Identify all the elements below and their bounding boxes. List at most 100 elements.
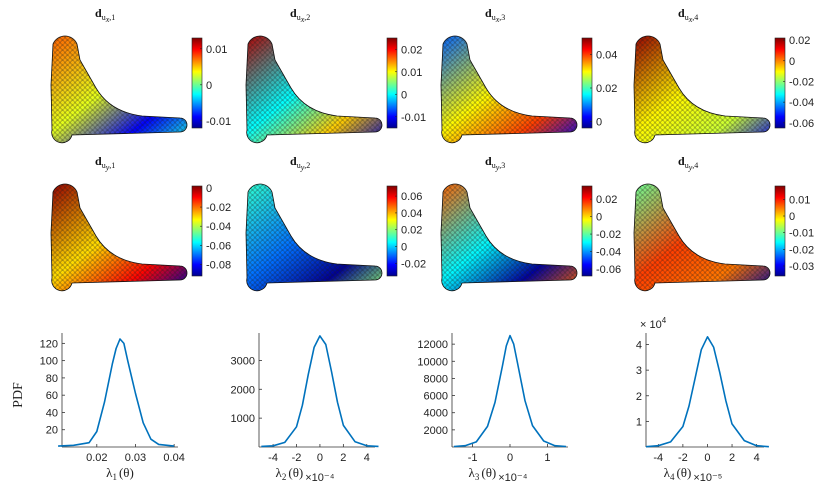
pdf-panel-pdf_lambda_1: 0.02 0.03 0.04 20 40 60 80 100 120 λ1 (θ) [40,333,185,482]
y-tick-label: 8000 [424,373,448,385]
colorbar-tick-label: 0.01 [206,44,227,56]
x-tick-label: 0 [317,452,323,464]
y-tick-label: 10000 [417,356,448,368]
y-tick-label: 2 [636,391,642,403]
x-tick-label: 4 [364,452,370,464]
colorbar-tick-label: -0.03 [789,261,814,273]
pdf-curve [453,334,567,448]
colorbar-tick-label: 0 [206,80,212,92]
pdf-panel-pdf_lambda_4: -4 -2 0 2 4 1 2 3 4 λ4 (θ) ×10⁻⁵ × 104 [636,316,769,484]
colorbar-tick-label: 0 [401,89,407,101]
colorbar-tick-label: 0.02 [596,194,617,206]
pdf-curve [261,335,379,448]
colorbar-tick-label: 0.02 [401,44,422,56]
field-panel-d_uy_2: duy,2 0.06 0.04 0.02 0 -0.02 [245,154,426,292]
y-tick-label: 1000 [231,413,255,425]
y-tick-label: 1 [636,416,642,428]
colorbar-tick-label: -0.08 [206,260,231,272]
colorbar-tick-label: -0.02 [596,229,621,241]
panel-title: dux,1 [95,6,115,24]
x-tick-label: 0.02 [86,452,107,464]
y-tick-label: 80 [46,373,58,385]
mesh-overlay [634,36,770,143]
colorbar-tick-label: 0.04 [596,50,617,62]
x-tick-label: 1 [544,452,550,464]
colorbar [191,185,203,277]
panel-title: duy,4 [678,154,698,172]
pdf-axis-ylabel: PDF [11,382,26,408]
colorbar-tick-label: -0.01 [206,116,231,128]
y-tick-label: 3 [636,365,642,377]
y-tick-label: 120 [40,338,58,350]
colorbar-tick-label: -0.02 [401,258,426,270]
pdf-curve [645,335,769,448]
colorbar-tick-label: -0.01 [401,112,426,124]
mesh-overlay [246,35,382,143]
colorbar-tick-label: -0.02 [789,76,814,88]
y-tick-label: 2000 [231,384,255,396]
colorbar-tick-label: -0.02 [789,244,814,256]
colorbar-tick-label: -0.06 [206,240,231,252]
colorbar-tick-label: -0.01 [789,228,814,240]
mesh-overlay [634,184,770,291]
colorbar-tick-label: -0.04 [596,247,621,259]
panel-title: duy,1 [95,154,115,172]
displacement-fields: dux,1 0.01 0 -0.01 dux,2 0.02 0.01 0 -0.01 dux,3 0… [50,6,814,292]
y-tick-label: 4 [636,340,642,352]
colorbar [191,37,203,129]
panel-title: dux,2 [290,6,310,24]
panel-title: duy,3 [485,154,505,172]
panel-title: dux,3 [485,6,505,24]
colorbar-tick-label: 0.02 [789,35,810,47]
x-tick-label: 4 [754,452,760,464]
pdf-panel-pdf_lambda_2: -4 -2 0 2 4 1000 2000 3000 λ2 (θ) ×10⁻⁴ [231,333,379,484]
y-tick-label: 2000 [424,425,448,437]
colorbar-tick-label: 0.01 [789,194,810,206]
x-tick-label: -2 [678,452,688,464]
y-exponent-label: × 104 [640,316,667,331]
colorbar-tick-label: 0.04 [401,208,422,220]
y-tick-label: 6000 [424,391,448,403]
field-panel-d_ux_2: dux,2 0.02 0.01 0 -0.01 [245,6,426,144]
x-tick-label: -2 [292,452,302,464]
colorbar-tick-label: 0 [596,212,602,224]
panel-title: dux,4 [678,6,698,24]
x-tick-label: 0 [507,452,513,464]
x-tick-label: 0 [704,452,710,464]
x-tick-label: -1 [468,452,478,464]
y-tick-label: 20 [46,425,58,437]
colorbar-tick-label: 0 [401,242,407,254]
x-tick-label: 2 [340,452,346,464]
mesh-overlay [441,36,577,143]
colorbar-tick-label: 0.01 [401,67,422,79]
colorbar-tick-label: -0.06 [789,118,814,130]
x-axis-label: λ4 (θ) ×10⁻⁵ [664,465,723,484]
colorbar-tick-label: 0 [206,183,212,195]
y-tick-label: 12000 [417,339,448,351]
x-axis-label: λ3 (θ) ×10⁻⁴ [469,465,528,484]
y-tick-label: 60 [46,390,58,402]
colorbar-tick-label: 0.02 [401,225,422,237]
field-panel-d_uy_3: duy,3 0.02 0 -0.02 -0.04 -0.06 [440,154,621,292]
colorbar-tick-label: 0 [596,116,602,128]
mesh-overlay [246,184,382,291]
y-tick-label: 100 [40,356,58,368]
pdf-ylabel: PDF [11,382,26,408]
pdf-curve [58,338,175,447]
colorbar-tick-label: -0.02 [206,202,231,214]
x-axis-label: λ1 (θ) [106,465,134,482]
colorbar [581,185,593,277]
x-axis-label: λ2 (θ) ×10⁻⁴ [276,465,335,484]
x-tick-label: -4 [653,452,663,464]
colorbar-tick-label: 0.06 [401,191,422,203]
x-tick-label: 0.04 [163,452,184,464]
x-tick-label: 0.03 [125,452,146,464]
field-panel-d_uy_1: duy,1 0 -0.02 -0.04 -0.06 -0.08 [50,154,231,292]
colorbar [774,37,786,129]
field-panel-d_ux_4: dux,4 0.02 0 -0.02 -0.04 -0.06 [633,6,814,144]
field-panel-d_ux_1: dux,1 0.01 0 -0.01 [50,6,231,144]
x-tick-label: -4 [268,452,278,464]
